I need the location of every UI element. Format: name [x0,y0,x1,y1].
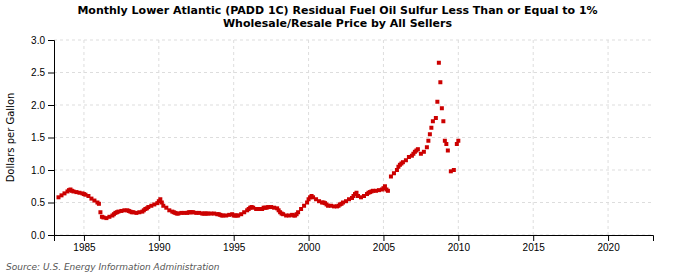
x-tick-mark [159,235,160,241]
point [434,116,438,120]
x-axis: 1985 1990 1995 2000 2005 2010 2015 2020 [55,235,654,253]
point [435,100,439,104]
point [437,61,441,65]
grid-line-x [458,40,459,235]
grid-line-y [54,137,653,138]
x-tick-mark [608,235,609,241]
x-tick: 2020 [597,235,620,253]
y-tick: 2.0 [31,100,54,111]
x-tick-label: 1985 [73,242,96,253]
point [446,149,450,153]
grid-line-y [54,170,653,171]
y-tick: 1.0 [31,165,54,176]
y-tick: 2.5 [31,67,54,78]
y-axis-title: Dollars per Gallon [5,93,16,183]
point [425,145,429,149]
y-tick-label: 2.0 [31,100,45,111]
x-tick: 2000 [298,235,321,253]
x-tick-mark [533,235,534,241]
x-tick-mark [458,235,459,241]
plot-area: 1985 1990 1995 2000 2005 2010 2015 2020 0.0 0.5 1.… [31,35,653,253]
point [444,142,448,146]
grid-line-y [54,105,653,106]
y-tick-mark [48,235,54,236]
x-tick: 1985 [73,235,96,253]
y-axis: 0.0 0.5 1.0 1.5 2.0 2.5 3.0 [31,35,54,241]
y-tick-label: 2.5 [31,67,45,78]
point [416,147,420,151]
title: Monthly Lower Atlantic (PADD 1C) Residua… [77,4,597,30]
x-tick: 1990 [148,235,171,253]
x-tick: 2010 [448,235,471,253]
grid-line-x [533,40,534,235]
grid-line-x [608,40,609,235]
x-tick-label: 2000 [298,242,321,253]
y-tick: 1.5 [31,132,54,143]
y-tick: 3.0 [31,35,54,46]
x-tick: 2005 [373,235,396,253]
grid-line-x [383,40,384,235]
y-axis-line [48,41,55,236]
y-tick-label: 0.5 [31,197,45,208]
chart: 1985 1990 1995 2000 2005 2010 2015 2020 0.0 0.5 1.… [0,0,675,275]
point [422,150,426,154]
point [456,139,460,143]
grid-line-y [54,202,653,203]
x-tick: 1995 [223,235,246,253]
y-tick-mark [48,170,54,171]
y-tick-mark [48,203,54,204]
grid-line-x [308,40,309,235]
x-tick-mark [309,235,310,241]
point [438,80,442,84]
y-tick: 0.0 [31,230,54,241]
grid-line-y [54,40,653,41]
x-tick-label: 2010 [448,242,471,253]
y-tick-mark [48,105,54,106]
x-tick-mark [383,235,384,241]
x-tick-mark [84,235,85,241]
point [452,168,456,172]
x-tick-label: 1995 [223,242,246,253]
y-tick-mark [48,40,54,41]
grid-line-x [233,40,234,235]
x-tick-label: 1990 [148,242,171,253]
y-tick-mark [48,138,54,139]
point [428,132,432,136]
grid [54,40,653,235]
point [98,210,102,214]
x-tick-label: 2020 [597,242,620,253]
x-tick: 2015 [523,235,546,253]
point [441,119,445,123]
grid-line-y [54,72,653,73]
y-tick: 0.5 [31,197,54,208]
point [386,189,390,193]
grid-line-x [158,40,159,235]
y-tick-label: 1.5 [31,132,45,143]
x-tick-mark [234,235,235,241]
x-tick-label: 2015 [523,242,546,253]
point [440,106,444,110]
point [429,126,433,130]
y-tick-label: 0.0 [31,230,45,241]
source: Source: U.S. Energy Information Administ… [6,262,220,272]
y-tick-label: 1.0 [31,165,45,176]
point [97,202,101,206]
x-tick-label: 2005 [373,242,396,253]
x-axis-line [55,236,654,242]
point [426,139,430,143]
y-tick-mark [48,73,54,74]
y-tick-label: 3.0 [31,35,45,46]
points [56,61,460,220]
grid-line-x [83,40,84,235]
